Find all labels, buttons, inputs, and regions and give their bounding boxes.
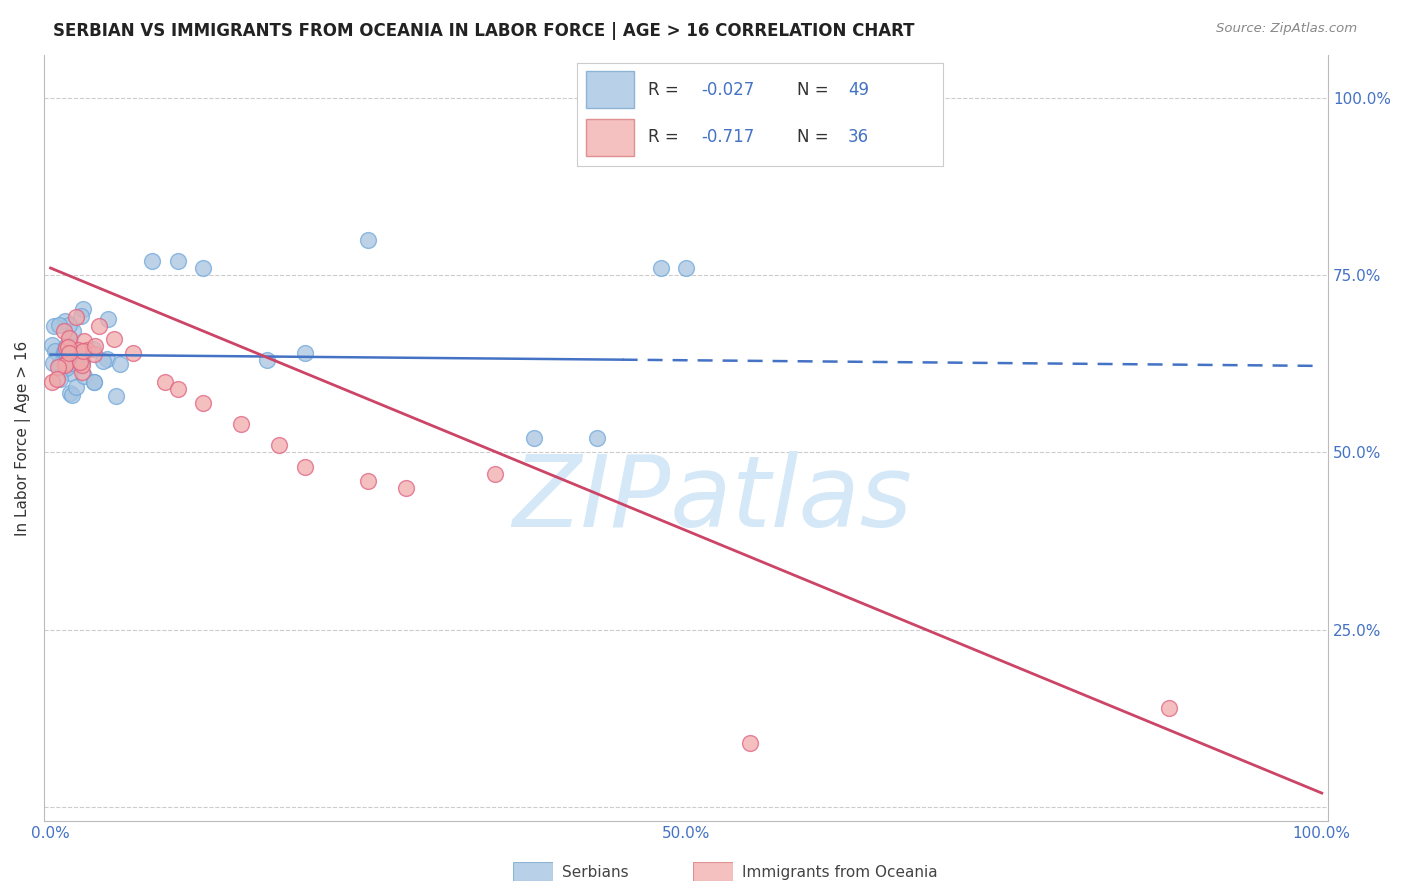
Point xyxy=(58,346,80,360)
Point xyxy=(56,340,79,354)
Point xyxy=(55,341,77,355)
Point xyxy=(357,233,380,247)
Point xyxy=(41,356,63,370)
Point xyxy=(110,357,132,371)
Point xyxy=(166,254,188,268)
Point xyxy=(59,386,82,401)
Point xyxy=(72,334,94,349)
Point xyxy=(153,375,176,389)
Point xyxy=(45,371,67,385)
Point xyxy=(55,358,77,372)
Point xyxy=(91,354,114,368)
Point xyxy=(83,375,105,389)
Point xyxy=(650,260,672,275)
Text: Source: ZipAtlas.com: Source: ZipAtlas.com xyxy=(1216,22,1357,36)
Point xyxy=(256,353,278,368)
Point xyxy=(49,358,72,372)
Point xyxy=(523,431,546,445)
Point xyxy=(58,351,80,366)
Point xyxy=(62,356,84,370)
Point xyxy=(49,372,72,386)
Point xyxy=(53,344,76,359)
Point xyxy=(70,309,93,323)
Point xyxy=(59,332,82,346)
Point xyxy=(66,343,89,357)
Point xyxy=(166,382,188,396)
Point xyxy=(191,260,214,275)
Point xyxy=(48,359,70,374)
Point xyxy=(55,339,77,353)
Text: Serbians: Serbians xyxy=(562,865,628,880)
Point xyxy=(58,318,80,332)
Point xyxy=(269,438,291,452)
Point xyxy=(97,312,120,326)
Point xyxy=(67,347,90,361)
Point xyxy=(586,431,609,445)
Point xyxy=(48,357,70,371)
Point xyxy=(83,375,105,389)
Point xyxy=(105,389,128,403)
Point xyxy=(294,459,316,474)
Point xyxy=(53,313,76,327)
Point xyxy=(44,319,66,334)
Point xyxy=(70,365,93,379)
Point xyxy=(53,347,76,361)
Point xyxy=(191,396,214,410)
Point xyxy=(675,260,697,275)
Point xyxy=(294,346,316,360)
Point xyxy=(84,339,107,353)
Point xyxy=(395,481,418,495)
Point xyxy=(87,319,110,334)
Point xyxy=(357,474,380,488)
Point xyxy=(59,366,82,380)
Point xyxy=(72,358,94,372)
Point xyxy=(48,318,70,332)
Point xyxy=(231,417,253,431)
Point xyxy=(738,736,761,750)
Point xyxy=(83,347,105,361)
Point xyxy=(52,344,75,359)
Point xyxy=(73,368,96,383)
Y-axis label: In Labor Force | Age > 16: In Labor Force | Age > 16 xyxy=(15,341,31,536)
Point xyxy=(55,360,77,375)
Point xyxy=(65,310,87,324)
Point xyxy=(52,325,75,339)
Text: ZIPatlas: ZIPatlas xyxy=(512,451,911,548)
Point xyxy=(58,331,80,345)
Point xyxy=(96,351,118,366)
Point xyxy=(41,376,63,390)
Point xyxy=(72,352,94,367)
Point xyxy=(69,355,91,369)
Point xyxy=(67,353,90,368)
Point xyxy=(141,254,163,268)
Point xyxy=(55,356,77,370)
Point xyxy=(62,324,84,338)
Point xyxy=(82,342,104,356)
Text: Immigrants from Oceania: Immigrants from Oceania xyxy=(742,865,938,880)
Point xyxy=(122,346,145,360)
Point xyxy=(70,356,93,370)
Point xyxy=(484,467,506,481)
Point xyxy=(76,343,98,357)
Point xyxy=(103,332,125,346)
Point xyxy=(41,337,63,351)
Text: SERBIAN VS IMMIGRANTS FROM OCEANIA IN LABOR FORCE | AGE > 16 CORRELATION CHART: SERBIAN VS IMMIGRANTS FROM OCEANIA IN LA… xyxy=(53,22,915,40)
Point xyxy=(1159,701,1181,715)
Point xyxy=(72,344,94,359)
Point xyxy=(60,388,83,402)
Point xyxy=(65,380,87,394)
Point xyxy=(44,343,66,358)
Point xyxy=(72,301,94,316)
Point xyxy=(49,358,72,372)
